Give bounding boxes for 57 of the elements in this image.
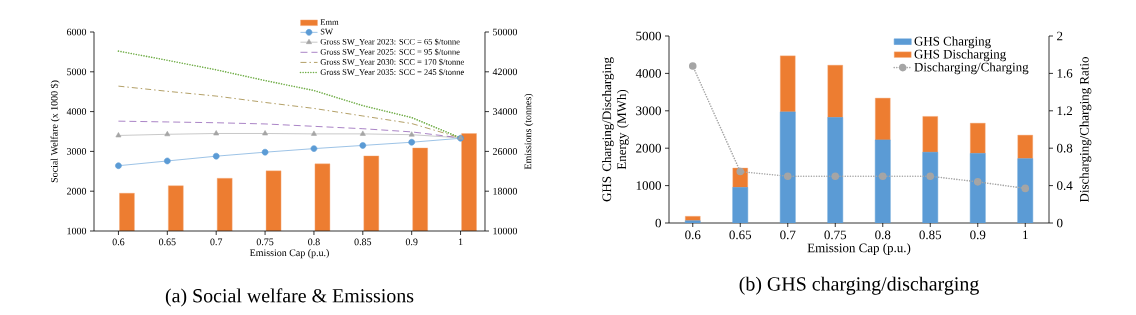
x-tick-label: 0.7 <box>780 230 796 240</box>
x-tick-label: 0.75 <box>824 230 847 240</box>
legend-label: Gross SW_Year 2035: SCC = 245 $/tonne <box>320 68 464 76</box>
legend-label: GHS Discharging <box>914 49 1006 62</box>
legend-label: Gross SW_Year 2025: SCC = 95 $/tonne <box>320 48 460 56</box>
y2-tick-label: 0.8 <box>1057 143 1073 153</box>
y2-tick-label: 2 <box>1057 31 1063 41</box>
y-tick-label: 4000 <box>635 69 661 78</box>
legend-label: Gross SW_Year 2030: SCC = 170 $/tonne <box>320 58 464 66</box>
y2-tick-label: 0 <box>1057 218 1063 228</box>
x-axis-title: Emission Cap (p.u.) <box>807 243 911 255</box>
x-tick-label: 1 <box>458 238 463 246</box>
x-tick-label: 0.9 <box>405 238 418 246</box>
y-tick-label: 0 <box>655 218 661 228</box>
y-tick-label: 2000 <box>636 143 661 153</box>
text: (b) GHS charging/discharging <box>739 276 979 295</box>
x-tick-label: 0.75 <box>256 238 274 246</box>
x-tick-label: 0.6 <box>685 230 701 240</box>
y2-tick-label: 10000 <box>493 227 518 235</box>
y-tick-label: 2000 <box>66 187 87 195</box>
y2-axis-title: Emissions (tonnes) <box>524 93 534 170</box>
y2-tick-label: 1.2 <box>1057 106 1073 116</box>
y-axis-title: GHS Charging/Discharging Energy (MWh) <box>602 57 629 202</box>
x-tick-label: 0.85 <box>919 230 942 240</box>
y-tick-label: 5000 <box>67 68 87 76</box>
y2-tick-label: 34000 <box>493 108 518 115</box>
legend-label: SW <box>320 28 333 35</box>
y-tick-label: 5000 <box>636 31 661 41</box>
y-tick-label: 3000 <box>636 106 661 116</box>
y2-tick-label: 26000 <box>492 148 518 155</box>
x-tick-label: 1 <box>1023 230 1028 240</box>
legend-label: Gross SW_Year 2023: SCC = 65 $/tonne <box>320 38 460 46</box>
legend-label: Emm <box>320 19 339 25</box>
y2-tick-label: 50000 <box>493 28 518 36</box>
x-tick-label: 0.6 <box>112 238 125 246</box>
legend-label: Discharging/Charging <box>914 62 1029 75</box>
text: (a) Social welfare & Emissions <box>165 288 414 307</box>
x-tick-label: 0.7 <box>210 238 223 246</box>
x-tick-label: 0.8 <box>308 238 320 246</box>
x-tick-label: 0.65 <box>158 238 176 246</box>
y-tick-label: 6000 <box>66 28 87 36</box>
y-axis-title: Social Welfare (x 1000 $) <box>50 80 60 183</box>
x-tick-label: 0.85 <box>354 238 372 246</box>
y-tick-label: 1000 <box>636 181 661 190</box>
y2-tick-label: 18000 <box>493 187 518 195</box>
y-tick-label: 1000 <box>67 227 87 235</box>
y2-tick-label: 42000 <box>492 68 518 76</box>
x-tick-label: 0.8 <box>875 230 891 240</box>
y-tick-label: 3000 <box>67 148 87 155</box>
y2-axis-title: Discharging/Charging Ratio <box>1079 57 1092 203</box>
y2-tick-label: 1.6 <box>1057 69 1073 78</box>
x-tick-label: 0.9 <box>970 230 986 240</box>
y-tick-label: 4000 <box>66 108 87 115</box>
y2-tick-label: 0.4 <box>1057 181 1073 190</box>
x-tick-label: 0.65 <box>729 230 752 240</box>
legend-label: GHS Charging <box>914 36 991 49</box>
x-axis-title: Emission Cap (p.u.) <box>249 249 329 259</box>
